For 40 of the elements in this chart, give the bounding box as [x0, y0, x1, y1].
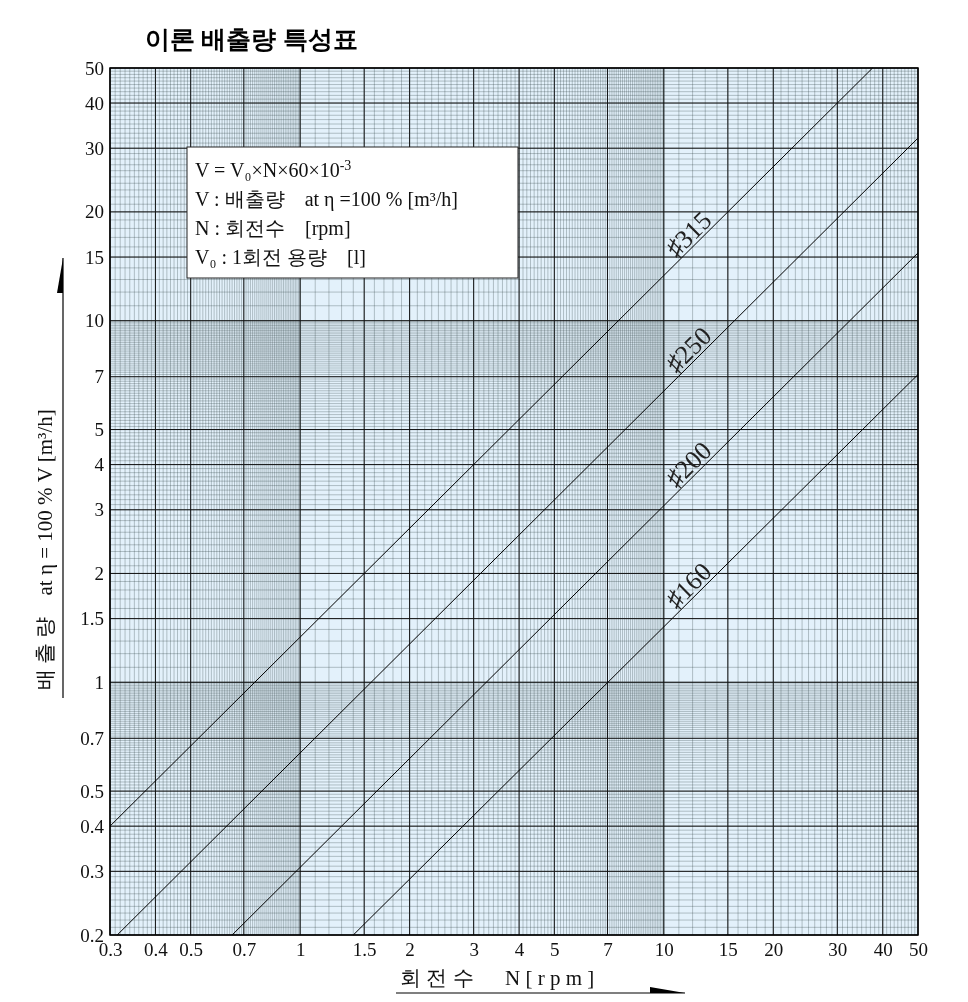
y-tick-label: 10: [85, 310, 104, 332]
x-tick-label: 30: [828, 939, 848, 961]
y-tick-label: 4: [94, 454, 105, 476]
y-tick-label: 0.3: [80, 860, 104, 882]
annotation: V₀ : 1회전 용량 [l]: [195, 246, 366, 268]
y-tick-label: 40: [85, 92, 104, 114]
y-tick-label: 7: [94, 366, 104, 388]
x-tick-label: 0.4: [144, 939, 169, 961]
x-tick-label: 3: [469, 939, 479, 961]
annotation: N : 회전수 [rpm]: [195, 217, 351, 240]
x-tick-label: 1.5: [352, 939, 377, 961]
x-tick-label: 1: [295, 939, 306, 961]
x-axis-title: 회 전 수 N [ r p m ]: [400, 966, 595, 990]
y-tick-label: 3: [94, 499, 104, 521]
y-tick-label: 0.5: [80, 780, 104, 802]
y-tick-label: 1: [94, 671, 104, 693]
y-tick-label: 0.7: [80, 727, 104, 749]
x-tick-label: 20: [764, 939, 784, 961]
x-tick-label: 15: [718, 939, 738, 961]
x-tick-label: 10: [654, 939, 674, 961]
y-tick-label: 0.4: [80, 815, 105, 837]
y-tick-label: 50: [85, 57, 104, 79]
x-tick-label: 4: [514, 939, 525, 961]
y-tick-label: 2: [94, 563, 104, 585]
y-tick-label: 5: [94, 419, 104, 441]
y-tick-label: 15: [85, 246, 104, 268]
x-tick-label: 0.7: [232, 939, 257, 961]
annotation: V = V₀×N×60×10$^{-3}$: [195, 157, 352, 181]
x-tick-label: 2: [405, 939, 415, 961]
y-tick-label: 20: [85, 201, 104, 223]
y-axis-title: 배 출 량 at η = 100 % V [m³/h]: [33, 409, 57, 690]
y-tick-label: 1.5: [80, 608, 104, 630]
x-tick-label: 5: [550, 939, 560, 961]
chart-title: 이론 배출량 특성표: [145, 26, 358, 53]
y-tick-label: 30: [85, 137, 104, 159]
annotation: V : 배출량 at η =100 % [m³/h]: [195, 188, 458, 211]
x-tick-label: 50: [909, 939, 928, 961]
x-tick-label: 7: [603, 939, 613, 961]
x-tick-label: 0.5: [179, 939, 204, 961]
x-tick-label: 40: [873, 939, 893, 961]
